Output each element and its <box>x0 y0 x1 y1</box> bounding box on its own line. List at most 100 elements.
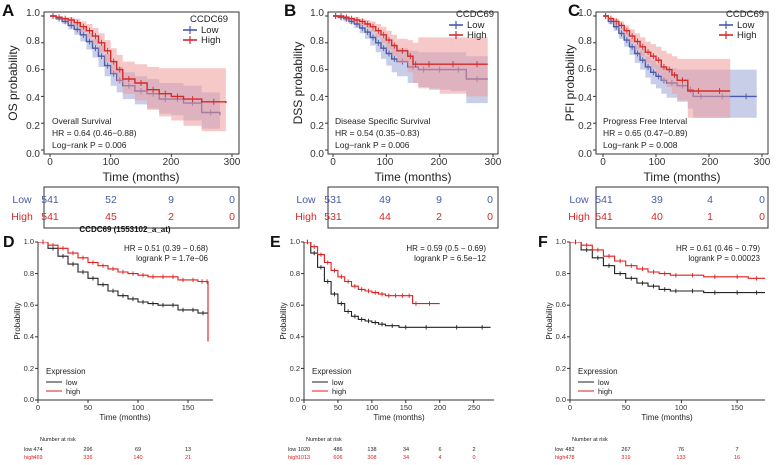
risk-cell: 4 <box>707 194 713 206</box>
survival-curve-high <box>304 242 440 305</box>
risk-row-label-low: Low <box>569 194 589 206</box>
risk-cell: 34 <box>403 447 409 453</box>
legend-label-high: high <box>66 387 80 396</box>
y-tick-label: 0.8 <box>556 269 566 278</box>
panel-letter-b: B <box>284 1 296 20</box>
risk-cell: 267 <box>621 447 630 453</box>
ci-band-high <box>50 16 226 134</box>
legend: CCDC69 Low High <box>183 14 228 46</box>
risk-cell: 606 <box>333 455 342 461</box>
panel-a: A 0.0 0.2 0.4 0.6 0.8 1.0 0 100 200 300 … <box>2 1 241 229</box>
risk-cell: 4 <box>438 455 441 461</box>
risk-cell: 7 <box>735 447 738 453</box>
risk-table-frame <box>595 186 769 229</box>
y-tick-label: 0.6 <box>556 300 566 309</box>
risk-table: Low High 531 49 9 0 531 44 2 0 <box>295 194 493 223</box>
x-axis-label: Time (months) <box>644 170 721 184</box>
y-tick-label: 0.8 <box>26 36 40 47</box>
risk-table-frame <box>327 186 499 229</box>
panel-b: B 0.0 0.2 0.4 0.6 0.8 1.0 0 100 200 300 … <box>284 1 502 229</box>
risk-row-label-high: high <box>24 455 34 461</box>
y-axis-label: DSS probability <box>291 42 305 125</box>
plot-frame <box>43 11 240 155</box>
annotation-pvalue: Log−rank P = 0.006 <box>52 140 127 150</box>
risk-cell: 336 <box>83 455 92 461</box>
risk-table-header: Number at risk <box>572 437 608 443</box>
x-tick-label: 300 <box>485 157 502 168</box>
y-axis-label: OS probability <box>6 45 20 120</box>
risk-cell: 541 <box>595 194 613 206</box>
risk-cell: 138 <box>367 447 376 453</box>
risk-cell: 9 <box>436 194 442 206</box>
risk-cell: 39 <box>651 194 663 206</box>
x-tick-label: 200 <box>163 157 180 168</box>
risk-cell: 40 <box>651 211 663 223</box>
panel-letter-d: D <box>3 234 15 251</box>
legend: Expression low high <box>312 367 352 396</box>
annotation-hr: HR = 0.59 (0.5 − 0.69) <box>406 244 486 253</box>
legend: Expression low high <box>578 367 618 396</box>
plot-marks <box>301 239 491 403</box>
legend-title: CCDC69 <box>726 9 764 20</box>
risk-cell: 482 <box>565 447 574 453</box>
x-tick-label: 200 <box>702 157 719 168</box>
y-tick-label: 0.2 <box>26 121 40 132</box>
risk-cell: 6 <box>438 447 441 453</box>
panel-letter-a: A <box>2 1 14 20</box>
annotation-pvalue: logrank P = 6.5e−12 <box>414 254 486 263</box>
risk-table: Number at risk low high 1020 486 138 34 … <box>288 437 476 461</box>
risk-row-label-low: Low <box>296 194 316 206</box>
y-tick-label: 0.8 <box>578 36 592 47</box>
x-tick-labels: 0 100 200 300 <box>47 157 241 168</box>
y-tick-labels: 0.0 0.2 0.4 0.6 0.8 1.0 <box>578 8 592 160</box>
x-tick-label: 300 <box>224 157 241 168</box>
panel-letter-c: C <box>568 1 580 20</box>
annotation-pvalue: logrank P = 1.7e−06 <box>136 254 208 263</box>
legend-label-high: High <box>737 30 757 41</box>
y-tick-label: 0.6 <box>290 300 300 309</box>
y-tick-label: 0.4 <box>578 93 592 104</box>
survival-curve-low <box>570 242 765 294</box>
risk-cell: 2 <box>168 211 174 223</box>
y-tick-label: 0.2 <box>578 121 592 132</box>
annotation-title: Overall Survival <box>52 116 112 126</box>
legend: CCDC69 Low High <box>719 9 764 41</box>
risk-cell: 9 <box>168 194 174 206</box>
y-tick-label: 0.0 <box>290 395 300 404</box>
risk-row-label-high: high <box>555 455 565 461</box>
survival-curve-low <box>304 242 491 328</box>
risk-row-label-low: low <box>555 447 563 453</box>
y-axis-label: Probability <box>13 302 22 339</box>
risk-cell: 541 <box>41 211 59 223</box>
x-tick-label: 150 <box>731 403 744 412</box>
y-tick-labels: 0.0 0.2 0.4 0.6 0.8 1.0 <box>310 8 324 160</box>
legend: Expression low high <box>46 367 86 396</box>
x-tick-label: 0 <box>302 403 306 412</box>
plot-marks <box>35 239 209 403</box>
risk-cell: 2 <box>472 447 475 453</box>
risk-cell: 478 <box>565 455 574 461</box>
legend-title: CCDC69 <box>456 9 494 20</box>
risk-cell: 1013 <box>298 455 310 461</box>
x-axis-label: Time (months) <box>103 170 180 184</box>
y-tick-label: 0.2 <box>290 364 300 373</box>
y-tick-label: 0.4 <box>24 332 34 341</box>
x-tick-label: 100 <box>103 157 120 168</box>
annotation-hr: HR = 0.54 (0.35−0.83) <box>335 128 420 138</box>
risk-cell: 34 <box>403 455 409 461</box>
x-tick-label: 0 <box>568 403 572 412</box>
x-tick-label: 0 <box>36 403 40 412</box>
x-tick-label: 100 <box>675 403 688 412</box>
y-tick-label: 0.0 <box>26 149 40 160</box>
risk-cell: 16 <box>734 455 740 461</box>
x-tick-label: 50 <box>84 403 92 412</box>
y-tick-label: 0.4 <box>290 332 300 341</box>
legend-label-low: low <box>598 378 610 387</box>
survival-curve-high <box>38 242 209 342</box>
plot-frame <box>327 11 499 155</box>
legend-label-high: high <box>332 387 346 396</box>
y-tick-label: 0.2 <box>24 364 34 373</box>
risk-cell: 0 <box>759 194 765 206</box>
x-tick-label: 50 <box>334 403 342 412</box>
